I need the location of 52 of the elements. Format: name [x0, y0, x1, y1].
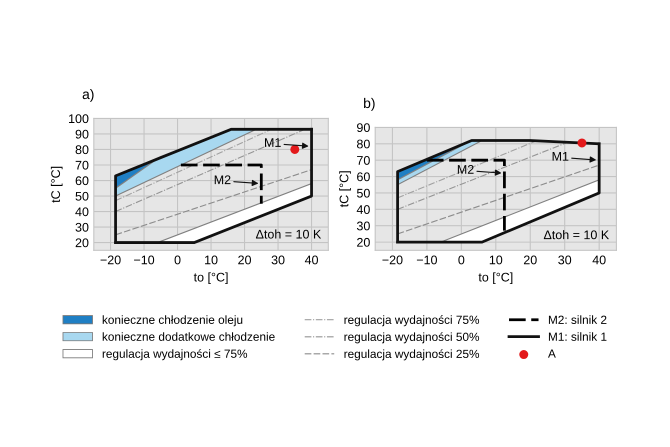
y-axis-title: tC [°C] — [339, 171, 351, 208]
y-tick-label: 50 — [76, 192, 88, 201]
x-tick-label: 10 — [490, 256, 502, 264]
x-tick-label: 0 — [174, 256, 181, 264]
legend-label: A — [548, 350, 556, 358]
annotation: Δtoh = 10 K — [544, 230, 610, 240]
y-tick-label: 20 — [76, 238, 88, 248]
legend-label: regulacja wydajności 25% — [344, 349, 480, 360]
chart-title: a) — [82, 88, 94, 102]
x-tick-label: 20 — [238, 256, 252, 264]
x-tick-label: 20 — [524, 256, 537, 264]
annotation: M1 — [265, 138, 281, 147]
y-tick-label: 70 — [76, 160, 88, 170]
y-tick-label: 20 — [357, 238, 370, 247]
x-tick-label: −20 — [100, 256, 121, 264]
x-tick-label: 30 — [272, 256, 285, 264]
y-tick-label: 90 — [357, 123, 370, 132]
y-tick-label: 40 — [356, 205, 370, 214]
legend-label: regulacja wydajności ≤ 75% — [102, 349, 248, 360]
x-axis-title: to [°C] — [478, 272, 512, 284]
x-tick-label: −10 — [134, 256, 154, 264]
y-axis-title: tC [°C] — [50, 166, 63, 203]
x-tick-label: −20 — [382, 256, 403, 264]
x-tick-label: −10 — [416, 256, 437, 264]
annotation: M1 — [552, 152, 568, 161]
y-tick-label: 100 — [69, 114, 88, 124]
x-tick-label: 40 — [304, 256, 318, 264]
legend-label: konieczne dodatkowe chłodzenie — [102, 332, 275, 341]
legend-label: regulacja wydajności 50% — [344, 332, 480, 344]
y-tick-label: 60 — [357, 172, 370, 182]
y-tick-label: 90 — [76, 130, 88, 139]
legend-label: regulacja wydajności 75% — [344, 315, 480, 326]
annotation: M2 — [214, 175, 230, 184]
x-tick-label: 0 — [458, 256, 464, 264]
chart-title: b) — [364, 98, 375, 111]
y-tick-label: 50 — [356, 188, 370, 198]
x-tick-label: 40 — [592, 256, 606, 264]
y-tick-label: 30 — [356, 222, 370, 230]
annotation: Δtoh = 10 K — [256, 229, 322, 239]
x-tick-label: 30 — [558, 256, 572, 264]
y-tick-label: 70 — [357, 156, 370, 165]
y-tick-label: 40 — [75, 207, 88, 216]
x-axis-title: to [°C] — [194, 272, 228, 284]
y-tick-label: 80 — [356, 140, 370, 148]
annotation: M2 — [458, 165, 474, 174]
y-tick-label: 60 — [76, 176, 88, 186]
legend-label: M1: silnik 1 — [548, 332, 606, 341]
legend-label: konieczne chłodzenie oleju — [102, 315, 242, 326]
legend-label: M2: silnik 2 — [548, 315, 606, 324]
y-tick-label: 80 — [76, 145, 88, 154]
y-tick-label: 30 — [76, 222, 88, 232]
x-tick-label: 10 — [205, 256, 218, 264]
